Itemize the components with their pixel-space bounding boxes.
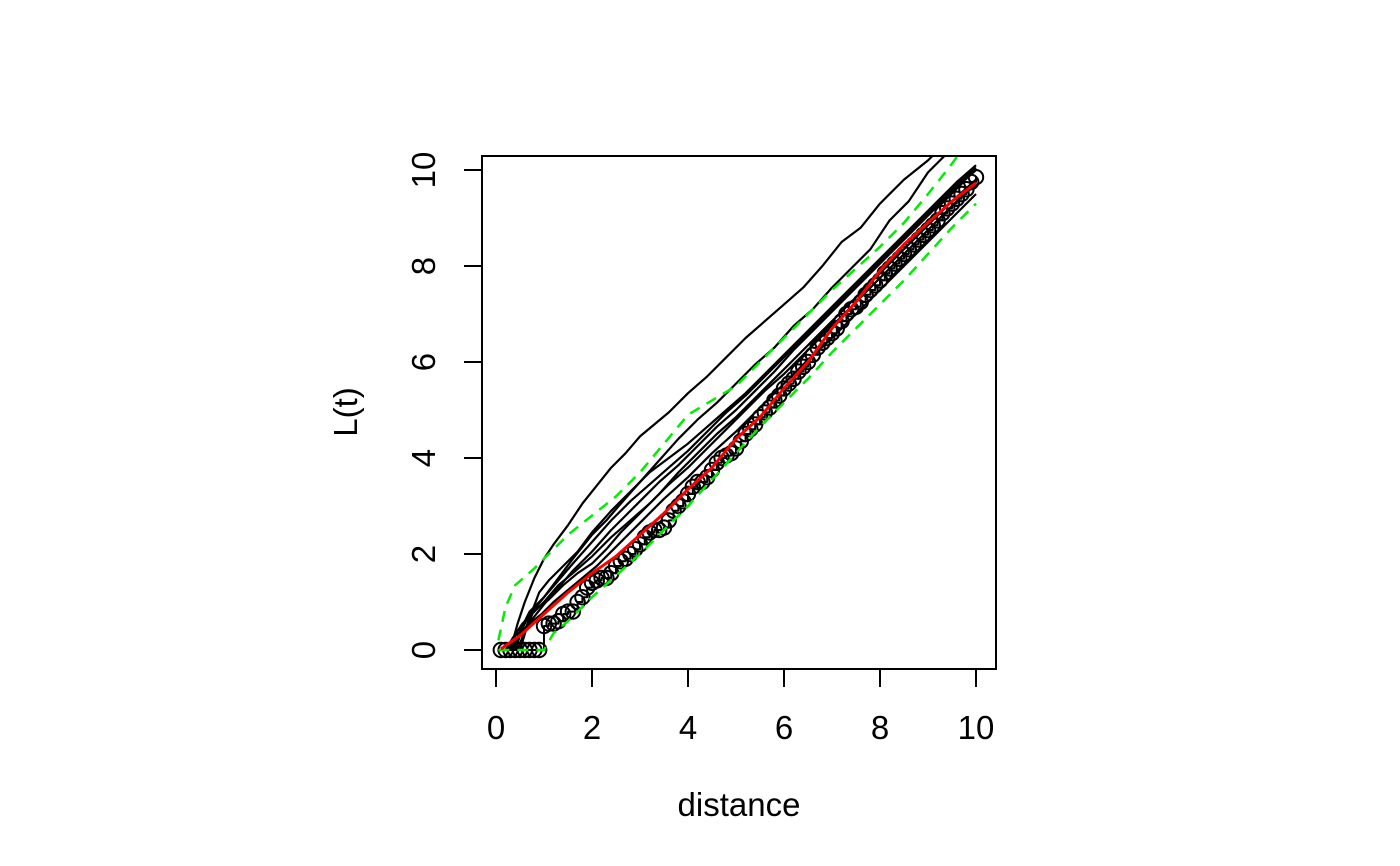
data-point-circle xyxy=(751,409,769,426)
x-axis-title: distance xyxy=(678,786,801,823)
data-point-circle xyxy=(780,375,797,392)
x-tick-label: 2 xyxy=(583,709,601,746)
data-point-circle xyxy=(756,404,773,421)
series-line-simulation-5 xyxy=(504,183,977,651)
y-tick-label: 8 xyxy=(405,257,442,275)
data-point-circle xyxy=(775,380,793,397)
data-point-circle xyxy=(564,603,581,620)
data-point-circle xyxy=(627,541,644,558)
series-simulation-7 xyxy=(509,193,977,651)
series-line-theoretical xyxy=(499,181,977,651)
data-point-circle xyxy=(593,569,610,587)
series-simulation-6 xyxy=(518,166,977,651)
y-tick-label: 2 xyxy=(405,545,442,563)
series-line-envelope-upper xyxy=(497,156,960,641)
series-line-observed xyxy=(500,177,977,651)
x-tick-label: 0 xyxy=(487,709,505,746)
data-point-circle xyxy=(684,478,701,495)
data-point-circle xyxy=(622,545,639,563)
data-point-circle xyxy=(943,195,961,212)
x-tick-label: 4 xyxy=(679,709,697,746)
series-simulation-5 xyxy=(504,183,977,651)
series-simulation-1 xyxy=(509,156,934,651)
y-tick-label: 10 xyxy=(405,152,442,189)
series-simulation-8 xyxy=(516,164,977,651)
data-point-circle xyxy=(790,363,807,380)
x-tick-label: 8 xyxy=(871,709,889,746)
series-envelope-upper xyxy=(497,156,960,641)
series-layer xyxy=(492,156,985,659)
y-axis-title: L(t) xyxy=(327,387,364,437)
series-line-simulation-2 xyxy=(511,156,946,651)
y-tick-label: 6 xyxy=(405,353,442,371)
data-point-circle xyxy=(948,190,965,208)
series-line-envelope-lower xyxy=(498,202,977,652)
data-point-circle xyxy=(569,593,586,611)
series-envelope-lower xyxy=(498,202,977,652)
data-point-circle xyxy=(559,603,577,620)
data-point-circle xyxy=(953,185,970,203)
series-line-simulation-7 xyxy=(509,193,977,651)
data-point-circle xyxy=(934,205,951,222)
data-point-circle xyxy=(540,615,557,632)
data-point-circle xyxy=(795,358,812,375)
plot-border xyxy=(481,155,997,670)
series-line-simulation-6 xyxy=(518,166,977,651)
y-tick-label: 0 xyxy=(405,641,442,659)
x-tick-label: 6 xyxy=(775,709,793,746)
x-tick-label: 10 xyxy=(958,709,995,746)
data-point-circle xyxy=(660,512,677,529)
data-point-circle xyxy=(939,200,956,217)
series-line-simulation-1 xyxy=(509,156,934,651)
data-point-circle xyxy=(531,641,548,659)
series-simulation-2 xyxy=(511,156,946,651)
series-theoretical xyxy=(499,181,977,651)
data-point-circle xyxy=(689,473,706,491)
y-tick-label: 4 xyxy=(405,449,442,467)
axes-layer: 0 2 4 6 8 10 0 2 4 6 8 10 xyxy=(405,152,994,746)
data-point-circle xyxy=(574,589,591,606)
series-line-simulation-8 xyxy=(516,164,977,651)
